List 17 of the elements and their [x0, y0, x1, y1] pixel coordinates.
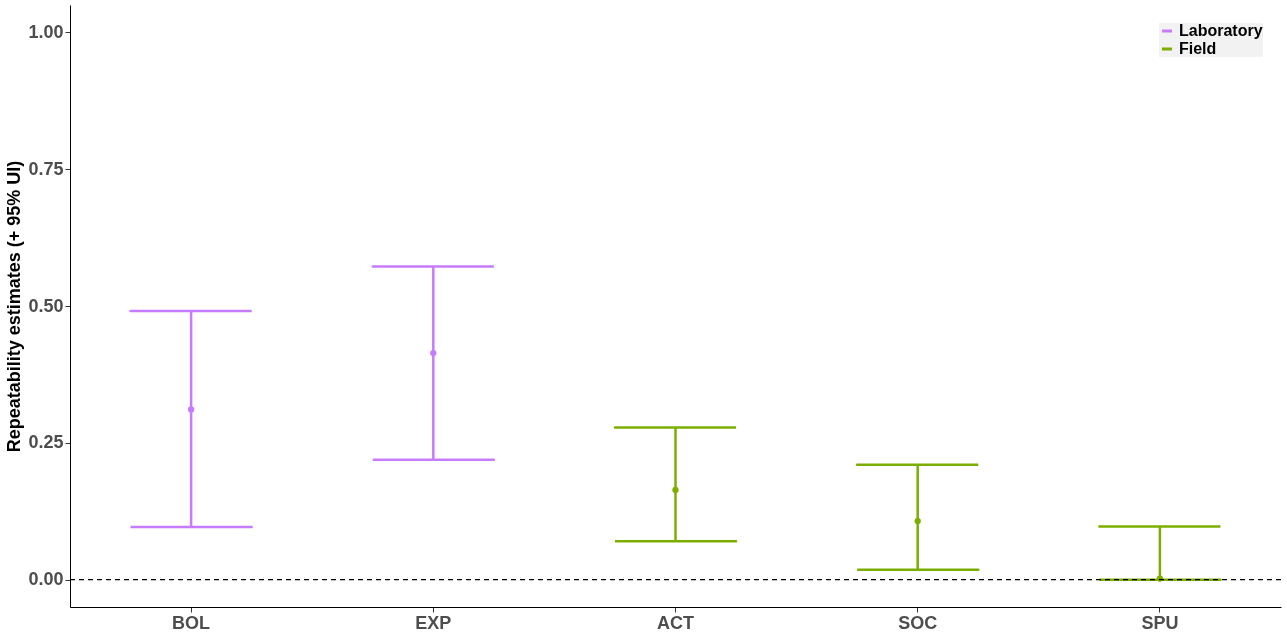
point	[187, 406, 195, 413]
x-tick-label: SPU	[1141, 612, 1179, 633]
y-tick-label: 0.00	[28, 569, 64, 590]
legend-label: Laboratory	[1179, 22, 1263, 39]
y-tick-label: 0.50	[28, 295, 64, 316]
y-axis-title: Repeatability estimates (+ 95% UI)	[4, 160, 25, 453]
y-tick-label: 1.00	[28, 21, 64, 42]
point	[430, 349, 437, 357]
point	[672, 486, 679, 494]
x-tick-label: EXP	[415, 612, 452, 633]
y-tick-label: 0.75	[28, 158, 64, 179]
legend-label: Field	[1179, 40, 1217, 57]
x-tick-label: ACT	[657, 612, 694, 633]
y-tick-label: 0.25	[28, 432, 64, 453]
point	[914, 517, 921, 525]
x-tick-label: BOL	[172, 612, 211, 633]
x-tick-label: SOC	[898, 612, 938, 633]
